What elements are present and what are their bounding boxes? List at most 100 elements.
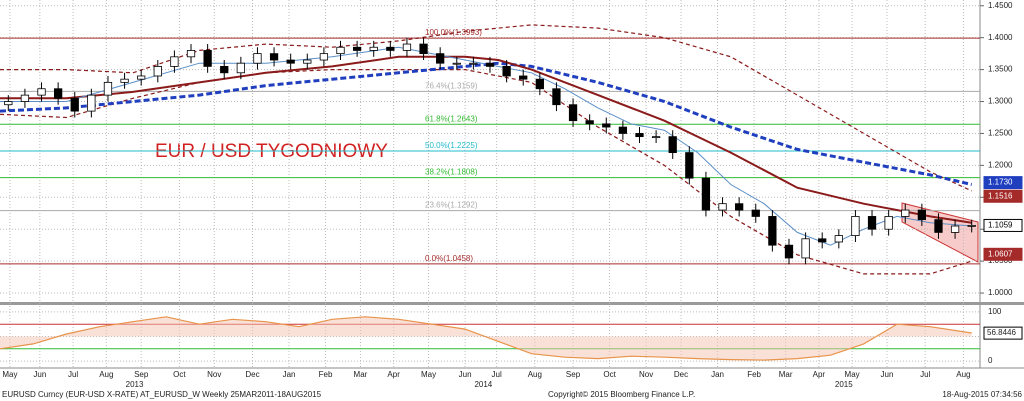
price-tag — [983, 218, 1023, 232]
candle-body — [801, 238, 810, 259]
x-tick-label: Jul — [492, 370, 502, 379]
candle-body — [784, 244, 794, 259]
x-tick-label: Aug — [99, 370, 113, 379]
candle-body — [651, 136, 661, 139]
candle-body — [402, 43, 412, 51]
candle-body — [602, 123, 611, 128]
osc-line — [0, 316, 972, 361]
x-tick-label: Feb — [319, 370, 333, 379]
x-tick-label: Feb — [747, 370, 761, 379]
x-tick-label: Nov — [207, 370, 221, 379]
candle-body — [170, 56, 179, 67]
candle-body — [419, 43, 428, 55]
price-tag-label: 1.1059 — [988, 221, 1013, 230]
y-tick-label: 1.2000 — [988, 160, 1013, 169]
x-tick-label: Jan — [283, 370, 296, 379]
x-tick-label: Sep — [134, 370, 149, 379]
year-label: 2015 — [835, 380, 853, 389]
candle-body — [751, 209, 760, 217]
x-tick-label: Jun — [459, 370, 472, 379]
fib-label: 61.8%(1.2643) — [425, 114, 478, 123]
candle-body — [220, 66, 229, 74]
candle-body — [502, 66, 511, 77]
x-tick-label: Oct — [603, 370, 616, 379]
candle-body — [851, 216, 860, 236]
footer-left: EURUSD Curncy (EUR-USD X-RATE) AT_EURUSD… — [2, 390, 322, 399]
candle-body — [37, 88, 46, 96]
candle-body — [535, 78, 544, 90]
x-tick-label: Aug — [528, 370, 542, 379]
price-tag — [983, 247, 1023, 261]
indicator-line — [0, 46, 972, 246]
candle-body — [137, 75, 146, 80]
candle-body — [901, 209, 910, 217]
y-tick-label: 1.3000 — [988, 97, 1013, 106]
candle-body — [303, 59, 312, 64]
x-tick-label: Dec — [245, 370, 259, 379]
x-tick-label: Nov — [639, 370, 653, 379]
year-label: 2014 — [474, 380, 492, 389]
annotation: EUR / USD TYGODNIOWY — [155, 141, 388, 162]
x-tick-label: Jul — [920, 370, 930, 379]
osc-area — [0, 316, 972, 361]
candle-body — [884, 216, 893, 230]
candle-body — [53, 88, 63, 99]
candle-body — [386, 46, 395, 51]
x-tick-label: Oct — [173, 370, 186, 379]
candle-body — [203, 50, 212, 67]
x-tick-label: May — [845, 370, 860, 379]
candle-body — [867, 216, 877, 230]
fib-label: 23.6%(1.1292) — [425, 201, 478, 210]
candle-body — [20, 94, 30, 102]
footer-center: Copyright© 2015 Bloomberg Finance L.P. — [548, 390, 695, 399]
candle-body — [735, 203, 744, 211]
price-tag — [983, 176, 1023, 190]
candle-body — [253, 53, 262, 64]
x-tick-label: Apr — [387, 370, 400, 379]
candle-body — [87, 94, 96, 112]
candle-body — [336, 46, 345, 55]
x-tick-label: Sep — [566, 370, 581, 379]
candle-body — [70, 97, 79, 112]
candle-body — [186, 50, 196, 58]
candle-body — [103, 81, 113, 96]
price-tag-label: 1.1516 — [988, 191, 1013, 200]
candle-body — [452, 62, 461, 65]
y-tick-label: 1.4500 — [988, 1, 1013, 10]
candle-body — [701, 177, 711, 211]
candle-body — [768, 216, 777, 246]
osc-tag — [983, 326, 1023, 340]
y-tick-label: 1.2500 — [988, 129, 1013, 138]
fib-label: 0.0%(1.0458) — [425, 254, 473, 263]
indicator-line — [0, 61, 973, 186]
candle-body — [485, 62, 495, 67]
candle-body — [618, 126, 628, 134]
candle-body — [519, 75, 528, 80]
candle-body — [352, 46, 362, 51]
candle-body — [286, 59, 295, 64]
candle-body — [4, 101, 13, 106]
fib-label: 76.4%(1.3159) — [425, 81, 478, 90]
candle-body — [818, 238, 827, 243]
x-tick-label: Mar — [779, 370, 793, 379]
candle-body — [269, 53, 279, 61]
price-tag-label: 1.1730 — [988, 178, 1013, 187]
candle-body — [635, 133, 644, 138]
candle-body — [120, 78, 129, 83]
price-tag-label: 1.0607 — [988, 249, 1013, 258]
x-tick-label: May — [2, 370, 17, 379]
candle-body — [552, 88, 561, 106]
candle-body — [685, 152, 694, 179]
x-tick-label: Mar — [354, 370, 368, 379]
candle-body — [967, 224, 976, 227]
fib-label: 38.2%(1.1808) — [425, 168, 478, 177]
indicator-line — [0, 69, 972, 275]
indicator-line — [0, 55, 972, 224]
y-tick-label: 1.0000 — [988, 288, 1013, 297]
candle-body — [950, 225, 960, 233]
indicator-line — [0, 24, 972, 192]
osc-tick-label: 100 — [988, 307, 1002, 316]
candle-body — [917, 209, 927, 221]
candle-body — [153, 66, 162, 77]
candle-body — [834, 235, 843, 243]
